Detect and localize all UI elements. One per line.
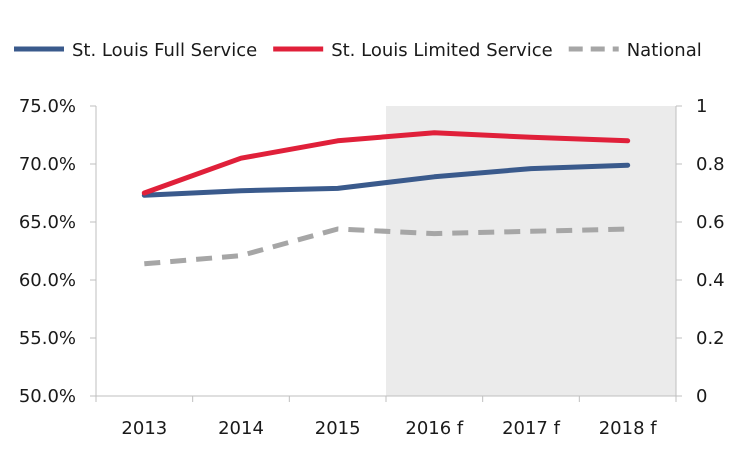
y-left-tick-label: 60.0% — [19, 270, 76, 291]
forecast-band — [386, 106, 676, 396]
legend-label: National — [627, 40, 702, 61]
series-line — [144, 226, 628, 267]
y-left-tick-label: 55.0% — [19, 328, 76, 349]
x-tick-label: 2018 f — [599, 418, 658, 439]
y-right-tick-label: 0.8 — [696, 154, 725, 175]
legend-label: St. Louis Full Service — [72, 40, 257, 61]
chart-series — [141, 130, 631, 267]
tick-labels: 50.0% 55.0% 60.0% 65.0% 70.0% 75.0% 0 0.2 0.4 0.6… — [19, 96, 725, 439]
series-line — [141, 130, 631, 196]
series-line — [141, 162, 631, 198]
x-tick-label: 2017 f — [502, 418, 561, 439]
forecast-band-rect — [386, 106, 676, 396]
y-right-tick-label: 0.4 — [696, 270, 725, 291]
y-left-tick-label: 75.0% — [19, 96, 76, 117]
legend-label: St. Louis Limited Service — [331, 40, 553, 61]
y-left-tick-label: 65.0% — [19, 212, 76, 233]
y-left-tick-label: 50.0% — [19, 386, 76, 407]
y-right-tick-label: 0.6 — [696, 212, 725, 233]
y-right-tick-label: 0.2 — [696, 328, 725, 349]
chart-axes — [90, 105, 682, 402]
x-tick-label: 2016 f — [405, 418, 464, 439]
y-right-tick-label: 0 — [696, 386, 707, 407]
x-tick-label: 2015 — [315, 418, 361, 439]
chart-legend: St. Louis Full Service St. Louis Limited … — [14, 40, 702, 61]
y-right-tick-label: 1 — [696, 96, 707, 117]
x-tick-label: 2013 — [121, 418, 167, 439]
x-tick-label: 2014 — [218, 418, 264, 439]
y-left-tick-label: 70.0% — [19, 154, 76, 175]
